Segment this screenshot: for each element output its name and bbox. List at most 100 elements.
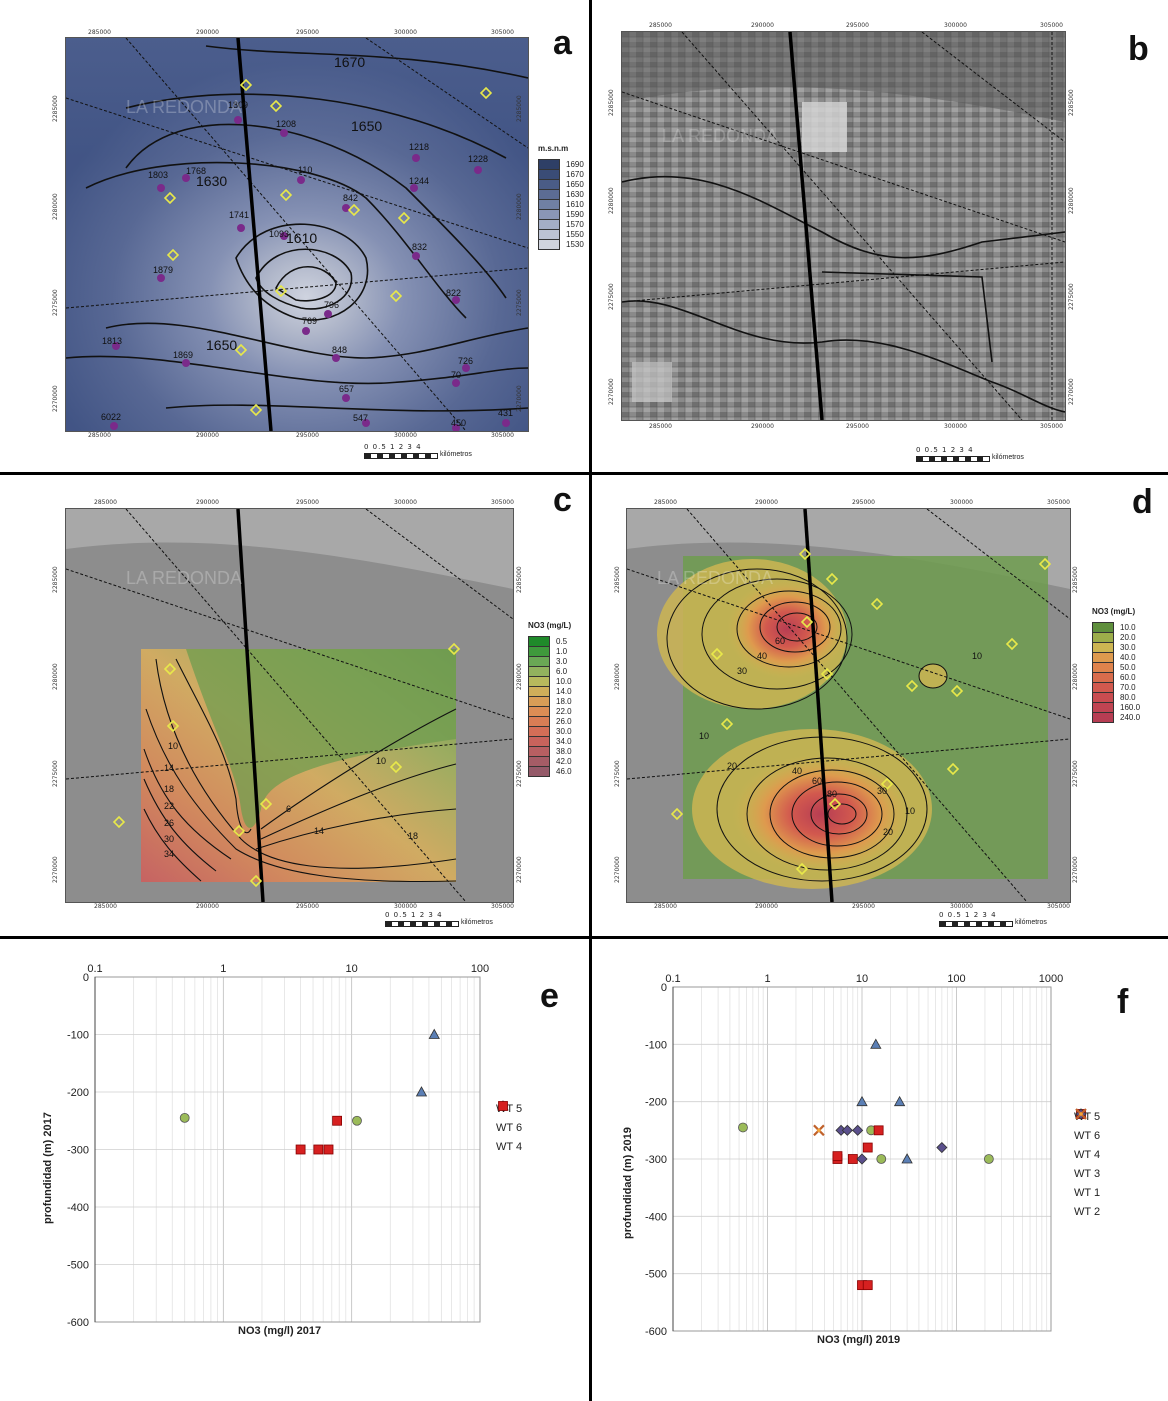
x-tick: 285000 (94, 499, 117, 506)
y-tick-label: -300 (645, 1154, 667, 1166)
svg-text:40: 40 (757, 651, 767, 661)
legend-item: 40.0 (1092, 651, 1140, 663)
legend-label: 1530 (566, 239, 584, 249)
x-tick: 300000 (944, 22, 967, 29)
x-tick: 295000 (296, 432, 319, 439)
svg-text:1208: 1208 (276, 119, 296, 129)
svg-text:1768: 1768 (186, 166, 206, 176)
y-tick: 2280000 (516, 663, 523, 690)
legend-item: 20.0 (1092, 631, 1140, 643)
svg-text:1813: 1813 (102, 336, 122, 346)
svg-text:LA REDONDA: LA REDONDA (126, 97, 242, 117)
legend-label: 1670 (566, 169, 584, 179)
y-tick-label: 0 (83, 972, 89, 984)
svg-text:30: 30 (877, 786, 887, 796)
legend-item: 0.5 (528, 635, 572, 647)
y-tick-label: -500 (67, 1260, 89, 1272)
svg-text:60: 60 (775, 636, 785, 646)
data-point (901, 1153, 913, 1164)
legend-item: 240.0 (1092, 711, 1141, 723)
scale-numbers: 0 0.5 1 2 3 4 (364, 443, 422, 451)
y-tick: 2280000 (608, 187, 615, 214)
x-tick-label: 0.1 (665, 973, 680, 985)
x-tick: 305000 (1047, 499, 1070, 506)
svg-text:1650: 1650 (351, 118, 382, 134)
legend-item: 18.0 (528, 695, 572, 707)
y-tick: 2285000 (614, 566, 621, 593)
contour-labels: 60 40 30 10 20 40 60 80 30 10 20 10 (699, 636, 982, 837)
x-tick-label: 10 (346, 963, 358, 975)
svg-text:30: 30 (164, 834, 174, 844)
legend-label: 10.0 (1120, 622, 1136, 632)
legend-item: 14.0 (528, 685, 572, 697)
svg-text:1610: 1610 (286, 230, 317, 246)
y-tick: 2275000 (1072, 760, 1079, 787)
chart-f-legend: WT 5 WT 6 WT 4 WT 3 WT 1 WT 2 (1074, 1107, 1100, 1221)
x-tick: 305000 (491, 29, 514, 36)
svg-text:1670: 1670 (334, 54, 365, 70)
y-tick: 2275000 (52, 289, 59, 316)
y-tick-label: -100 (645, 1039, 667, 1051)
panel-letter: b (1128, 30, 1149, 68)
legend-no3-2017: NO3 (mg/L) 0.5 1.0 3.0 6.0 10.0 14.0 18.0 22.0 2… (528, 621, 572, 777)
map-a-canvas: 1670 1650 1630 1610 1650 1809 1208 1768 … (66, 38, 528, 431)
data-point (832, 1151, 843, 1162)
map-b[interactable]: LA REDONDA (621, 31, 1066, 421)
legend-label: 50.0 (1120, 662, 1136, 672)
x-tick: 295000 (852, 499, 875, 506)
x-tick: 305000 (1040, 22, 1063, 29)
panel-f: f 0.1 1 10 100 1000 0 -100 -200 -300 -400 -500 -600… (592, 939, 1168, 1401)
legend-item: WT 2 (1074, 1112, 1100, 1221)
scale-unit: kilómetros (440, 451, 472, 458)
panel-letter: e (540, 977, 559, 1015)
legend-elevation: m.s.n.m 1690 1670 1650 1630 1610 1590 1570 1550… (538, 144, 584, 250)
legend-title: NO3 (mg/L) (1092, 607, 1136, 616)
legend-item: 1530 (538, 238, 584, 250)
svg-text:60: 60 (812, 776, 822, 786)
map-c[interactable]: 10 14 18 22 26 30 34 6 14 18 10 LA REDON… (65, 508, 514, 903)
y-tick: 2285000 (608, 89, 615, 116)
legend-swatch (1092, 711, 1114, 723)
legend-label: 30.0 (556, 726, 572, 736)
x-tick-label: 1000 (1039, 973, 1063, 985)
y-axis-label: profundidad (m) 2017 (42, 1112, 54, 1224)
x-tick: 300000 (394, 29, 417, 36)
svg-text:26: 26 (164, 818, 174, 828)
legend-label: 60.0 (1120, 672, 1136, 682)
legend-item: 42.0 (528, 755, 572, 767)
svg-text:LA REDONDA: LA REDONDA (657, 568, 773, 588)
data-point (862, 1280, 873, 1291)
panel-d: d (592, 475, 1168, 936)
data-point (936, 1141, 948, 1154)
legend-item: 30.0 (1092, 641, 1140, 653)
svg-text:34: 34 (164, 849, 174, 859)
svg-text:1741: 1741 (229, 210, 249, 220)
x-tick-label: 10 (856, 973, 868, 985)
legend-item: 46.0 (528, 765, 572, 777)
legend-item: WT 6 (496, 1101, 522, 1137)
x-tick: 300000 (950, 903, 973, 910)
map-d[interactable]: 60 40 30 10 20 40 60 80 30 10 20 10 LA R… (626, 508, 1071, 903)
legend-label: 240.0 (1120, 712, 1141, 722)
map-a[interactable]: 1670 1650 1630 1610 1650 1809 1208 1768 … (65, 37, 529, 432)
series-wt-6 (179, 1112, 362, 1126)
x-tick-label: 1 (764, 973, 770, 985)
svg-text:10: 10 (905, 806, 915, 816)
y-tick: 2285000 (52, 95, 59, 122)
x-tick-label: 0.1 (87, 963, 102, 975)
panel-letter: c (553, 481, 572, 519)
legend-label: 40.0 (1120, 652, 1136, 662)
data-point (332, 1115, 342, 1126)
svg-text:70: 70 (451, 370, 461, 380)
y-tick: 2270000 (1072, 856, 1079, 883)
x-tick: 285000 (654, 499, 677, 506)
y-tick: 2285000 (516, 566, 523, 593)
data-point (295, 1144, 306, 1155)
series-wt-5 (415, 1028, 440, 1097)
y-tick: 2285000 (52, 566, 59, 593)
x-tick: 305000 (491, 903, 514, 910)
svg-text:796: 796 (324, 300, 339, 310)
svg-text:18: 18 (164, 784, 174, 794)
svg-text:6022: 6022 (101, 412, 121, 422)
panel-letter: d (1132, 483, 1153, 521)
